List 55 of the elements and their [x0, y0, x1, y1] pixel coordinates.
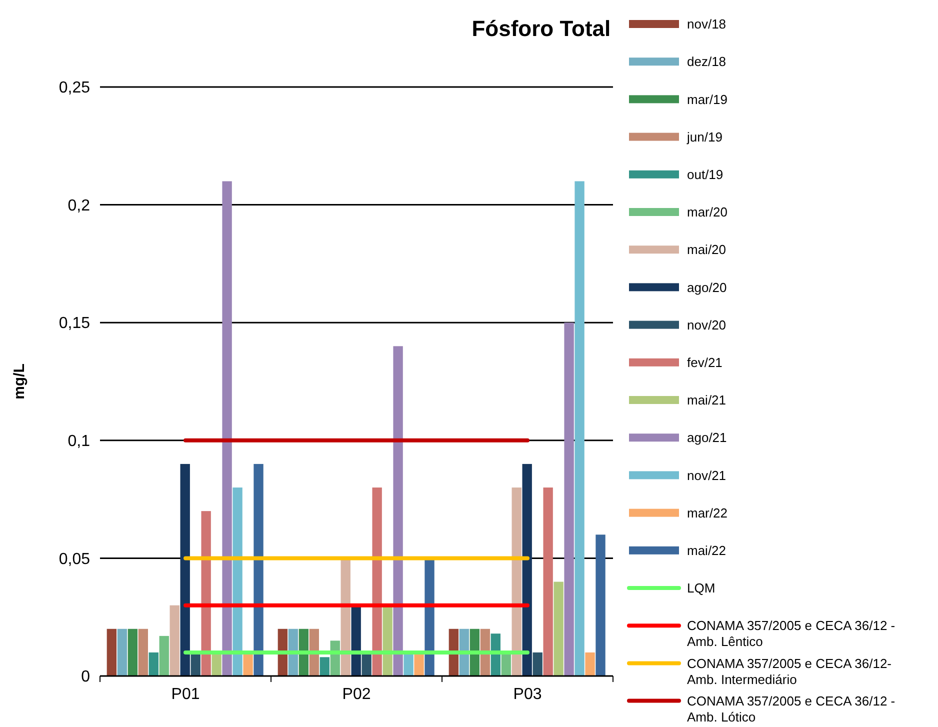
legend-label: jun/19 — [686, 129, 722, 144]
bar — [148, 652, 158, 676]
bar — [159, 636, 169, 676]
bar — [382, 605, 392, 676]
legend-label: CONAMA 357/2005 e CECA 36/12 - Amb. Lêntico — [687, 618, 896, 650]
bar — [232, 488, 242, 676]
legend-label: out/19 — [687, 166, 724, 182]
bar — [180, 464, 190, 676]
bar — [512, 488, 522, 676]
bar — [585, 652, 595, 676]
bar — [106, 628, 117, 676]
chart-title: Fósforo Total — [472, 16, 611, 41]
legend-label: mai/22 — [687, 542, 726, 558]
bar — [543, 488, 553, 676]
legend-label: ago/21 — [687, 430, 727, 446]
y-tick-label: 0,05 — [58, 550, 90, 568]
legend-label: fev/21 — [687, 354, 722, 370]
y-tick-label: 0 — [81, 668, 90, 686]
x-tick-label: P03 — [513, 686, 542, 703]
bar — [564, 322, 574, 676]
bar — [372, 488, 382, 676]
bar — [222, 181, 232, 676]
legend-label: mar/20 — [687, 204, 728, 220]
legend-label: ago/20 — [687, 280, 727, 295]
bar — [554, 582, 564, 676]
legend-label: mar/22 — [687, 505, 728, 520]
bar — [170, 605, 180, 676]
y-tick-label: 0,15 — [58, 315, 90, 332]
legend-label: CONAMA 357/2005 e CECA 36/12- Amb. Intermediário — [687, 656, 892, 687]
bar — [320, 657, 330, 676]
legend-label: mar/19 — [687, 92, 728, 107]
bar — [596, 534, 606, 676]
bar — [522, 464, 532, 676]
bar — [393, 346, 403, 676]
y-tick-label: 0,1 — [68, 433, 90, 450]
bar — [201, 511, 211, 676]
legend-label: LQM — [687, 580, 716, 596]
y-axis-title: mg/L — [11, 364, 28, 400]
bar — [138, 628, 148, 676]
legend-label: nov/21 — [687, 468, 726, 483]
legend-label: mai/21 — [687, 392, 726, 408]
legend-label: mai/20 — [687, 242, 726, 258]
bar — [117, 628, 128, 676]
legend-label: CONAMA 357/2005 e CECA 36/12 - Amb. Lótico — [687, 693, 896, 724]
bar — [128, 628, 138, 676]
legend-label: nov/20 — [687, 317, 726, 332]
legend-label: dez/18 — [687, 54, 726, 70]
bar — [532, 652, 542, 676]
bar — [254, 464, 264, 676]
bar — [574, 181, 584, 676]
x-tick-label: P01 — [171, 686, 200, 703]
x-tick-label: P02 — [342, 686, 371, 703]
y-tick-label: 0,2 — [68, 197, 90, 214]
y-tick-label: 0,25 — [58, 80, 90, 97]
legend-label: nov/18 — [687, 16, 726, 32]
